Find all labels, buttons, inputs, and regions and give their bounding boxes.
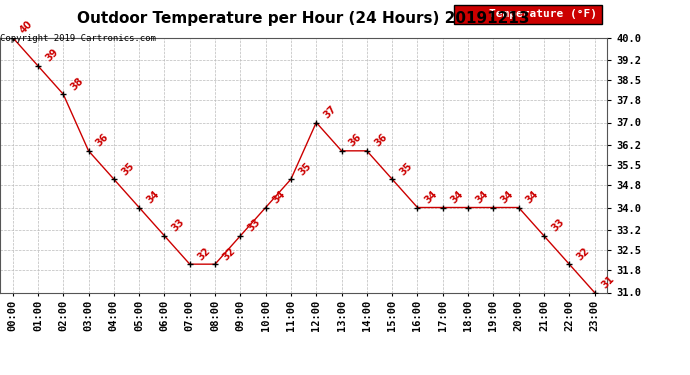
Text: 33: 33 <box>246 217 262 234</box>
Text: 32: 32 <box>195 245 212 262</box>
Text: 32: 32 <box>221 245 237 262</box>
Text: 34: 34 <box>448 189 465 206</box>
Text: 34: 34 <box>473 189 490 206</box>
Text: 33: 33 <box>549 217 566 234</box>
Text: 34: 34 <box>524 189 541 206</box>
Text: 37: 37 <box>322 104 338 120</box>
Legend: Temperature (°F): Temperature (°F) <box>453 5 602 24</box>
Text: 36: 36 <box>347 132 364 148</box>
Text: 39: 39 <box>43 47 60 64</box>
Text: 31: 31 <box>600 274 617 290</box>
Text: Outdoor Temperature per Hour (24 Hours) 20191213: Outdoor Temperature per Hour (24 Hours) … <box>77 11 530 26</box>
Text: 35: 35 <box>397 160 414 177</box>
Text: 34: 34 <box>423 189 440 206</box>
Text: 35: 35 <box>297 160 313 177</box>
Text: 33: 33 <box>170 217 186 234</box>
Text: 34: 34 <box>271 189 288 206</box>
Text: 40: 40 <box>18 19 34 35</box>
Text: 38: 38 <box>69 75 86 92</box>
Text: 35: 35 <box>119 160 136 177</box>
Text: 34: 34 <box>145 189 161 206</box>
Text: Copyright 2019 Cartronics.com: Copyright 2019 Cartronics.com <box>0 34 156 43</box>
Text: 36: 36 <box>373 132 389 148</box>
Text: 34: 34 <box>499 189 515 206</box>
Text: 32: 32 <box>575 245 591 262</box>
Text: 36: 36 <box>94 132 110 148</box>
